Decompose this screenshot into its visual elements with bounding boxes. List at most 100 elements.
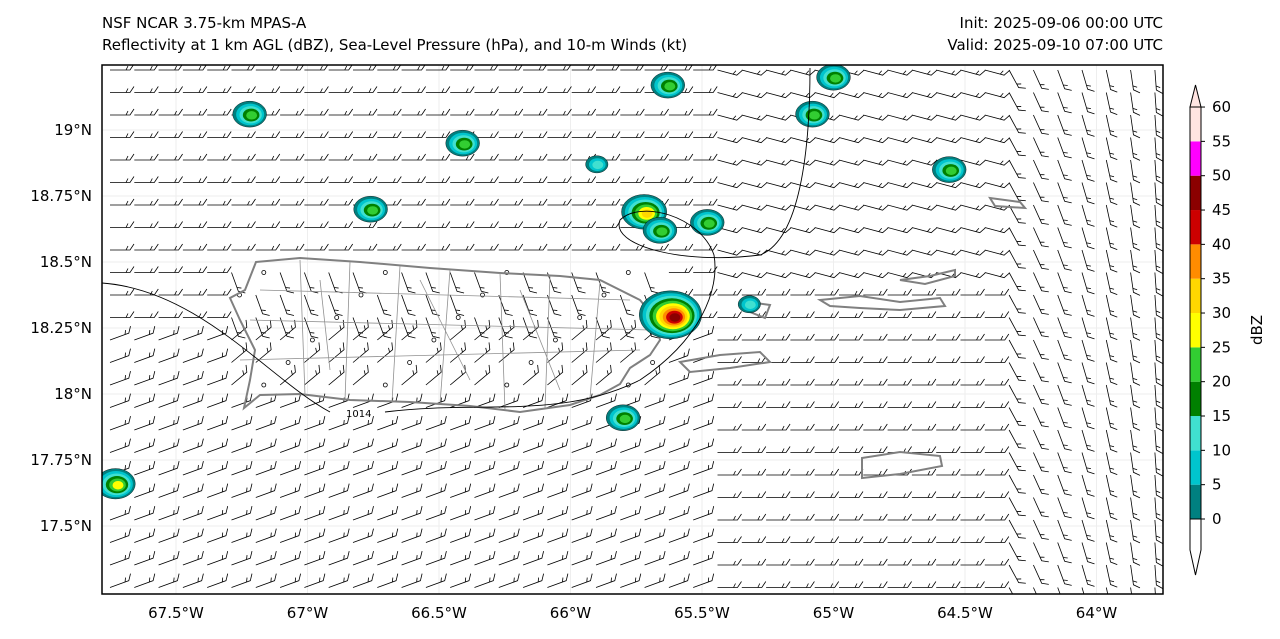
wind-barb [1033, 429, 1049, 450]
wind-barb [887, 159, 913, 166]
wind-barb [717, 356, 742, 363]
wind-barb [936, 227, 962, 234]
wind-barb [838, 249, 864, 256]
wind-barb [255, 294, 270, 316]
wind-barb [936, 311, 961, 318]
title-fields: Reflectivity at 1 km AGL (dBZ), Sea-Leve… [102, 36, 688, 54]
wind-barb [1130, 227, 1141, 251]
wind-barb [1081, 452, 1095, 475]
wind-barb [425, 198, 451, 206]
wind-barb [304, 528, 326, 543]
wind-barb [328, 483, 350, 498]
wind-barb [838, 182, 864, 189]
wind-barb [1105, 407, 1118, 431]
wind-barb [134, 393, 156, 408]
wind-barb [134, 86, 159, 93]
wind-barb [765, 182, 792, 189]
wind-barb [474, 317, 489, 339]
wind-barb [1057, 362, 1072, 384]
wind-barb [571, 272, 586, 294]
wind-barb [377, 108, 402, 116]
wind-barb [596, 243, 621, 251]
wind-barb [1130, 294, 1141, 319]
wind-barb [425, 243, 451, 251]
wind-barb [158, 371, 180, 386]
wind-barb [620, 131, 645, 138]
wind-barb [328, 416, 350, 431]
wind-barb [474, 243, 499, 251]
wind-barb [1008, 69, 1026, 89]
wind-barb [984, 227, 1010, 234]
wind-barb [425, 438, 447, 453]
reflectivity-cell [585, 155, 609, 174]
wind-barb [887, 182, 913, 189]
wind-barb [158, 131, 183, 138]
wind-barb [1081, 294, 1095, 317]
colorbar[interactable]: 0 5 10 15 20 25 30 35 40 45 50 55 60 [1189, 84, 1231, 576]
wind-barb [644, 176, 669, 183]
wind-barb [936, 423, 961, 431]
wind-barb [960, 356, 985, 363]
lon-tick-label: 67.5°W [148, 604, 204, 622]
wind-barb [984, 69, 1010, 76]
wind-barb [571, 528, 593, 543]
colorbar-tick-label: 20 [1212, 373, 1231, 391]
wind-barb [231, 506, 253, 521]
wind-barb [110, 243, 135, 251]
wind-barb [839, 536, 864, 543]
wind-barb [1130, 519, 1141, 544]
wind-barb [693, 65, 718, 71]
wind-barb [911, 159, 937, 166]
wind-barb [425, 131, 451, 138]
wind-barb [717, 311, 742, 318]
wind-barb [936, 182, 962, 189]
wind-barb [353, 176, 378, 183]
wind-barb [1008, 159, 1026, 179]
wind-barb [839, 581, 864, 588]
wind-barb [158, 573, 180, 588]
wind-barb [279, 317, 295, 339]
wind-barb [838, 272, 864, 279]
wind-barb [839, 311, 864, 318]
wind-barb [377, 131, 402, 138]
wind-barb [1033, 249, 1049, 270]
wind-barb [134, 348, 156, 363]
wind-barb [571, 243, 597, 251]
wind-barb [279, 573, 301, 588]
wind-barb [328, 461, 350, 476]
wind-barb [474, 506, 496, 521]
wind-barb [620, 319, 637, 341]
wind-barb [425, 506, 447, 521]
wind-barb [960, 69, 986, 76]
wind-barb [401, 551, 423, 566]
wind-barb [839, 491, 864, 498]
wind-barb [571, 198, 597, 206]
wind-barb [134, 551, 156, 566]
wind-barb [134, 483, 156, 498]
wind-barb [498, 506, 520, 521]
wind-barb [863, 114, 889, 121]
wind-barb [547, 131, 572, 138]
wind-barb [158, 266, 183, 273]
wind-barb [304, 573, 326, 588]
wind-barb [231, 272, 246, 294]
wind-barb [255, 176, 281, 183]
wind-barb [838, 137, 864, 144]
wind-barb [814, 333, 840, 341]
wind-barb [134, 573, 156, 588]
st-croix-coast [861, 450, 944, 480]
wind-barb [571, 319, 588, 341]
wind-barb [668, 108, 694, 116]
wind-barb [911, 227, 937, 234]
wind-barb [839, 401, 864, 408]
wind-barb [595, 483, 617, 498]
wind-barb [304, 108, 329, 116]
wind-barb [547, 393, 569, 408]
wind-barb [814, 513, 840, 521]
wind-barb [790, 288, 815, 296]
anegada-coast [988, 196, 1028, 210]
wind-barb [571, 221, 597, 228]
wind-barb [231, 461, 253, 476]
wind-barb [984, 288, 1010, 296]
wind-barb [668, 65, 693, 71]
